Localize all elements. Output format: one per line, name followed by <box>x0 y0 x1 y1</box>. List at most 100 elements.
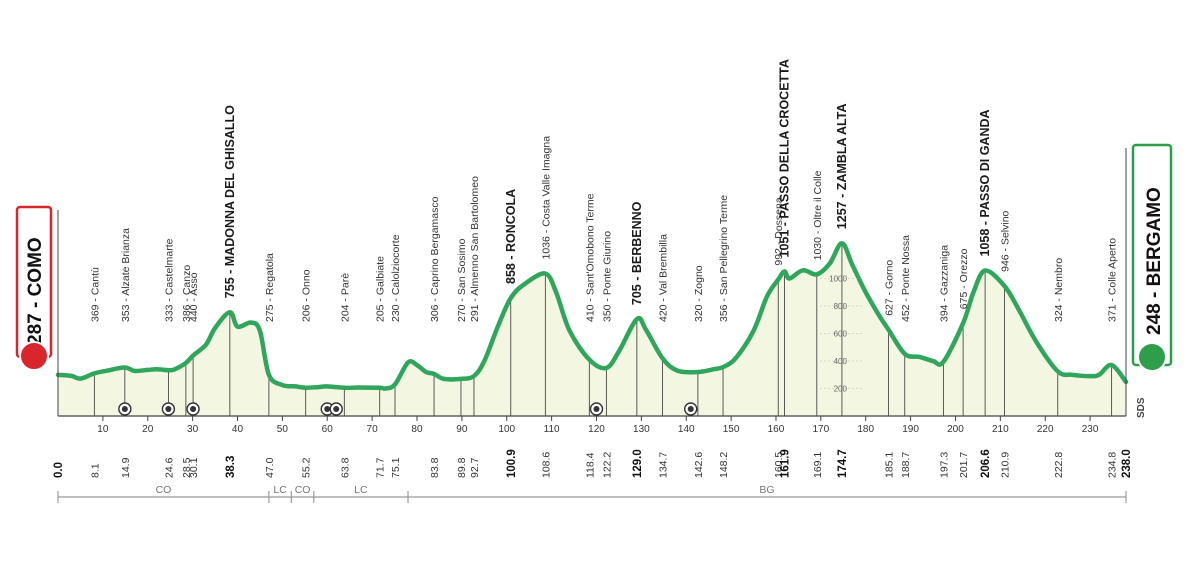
axis-tick-label-190: 190 <box>902 424 919 435</box>
waypoint-label-16: 410 - Sant'Omobono Terme <box>584 193 596 322</box>
start-bike-icon <box>19 341 49 371</box>
waypoint-label-0: 369 - Cantù <box>89 267 101 322</box>
axis-tick-label-120: 120 <box>588 424 605 435</box>
waypoint-km-22: 160.5 <box>773 452 785 478</box>
province-label-4: BG <box>759 484 774 496</box>
axis-tick-label-110: 110 <box>544 424 560 435</box>
axis-tick-label-230: 230 <box>1082 424 1099 435</box>
waypoint-label-26: 627 - Gorno <box>884 260 896 316</box>
waypoint-km-1: 14.9 <box>120 457 132 478</box>
waypoint-km-13: 92.7 <box>469 457 481 478</box>
waypoint-km-23: 161.9 <box>780 449 792 478</box>
waypoint-label-4: 440 - Asso <box>188 272 200 322</box>
intermediate-markers <box>118 402 698 416</box>
waypoint-label-17: 350 - Ponte Giurino <box>601 231 613 322</box>
waypoint-km-27: 188.7 <box>900 452 912 478</box>
axis-tick-label-40: 40 <box>232 424 244 435</box>
waypoint-label-1: 353 - Alzate Brianza <box>120 228 132 322</box>
waypoint-km-31: 210.9 <box>999 452 1011 478</box>
waypoint-label-12: 270 - San Sosimo <box>456 238 468 322</box>
distance-axis: 10 20 30 40 50 60 70 80 90 100 110 120 130 140 150 160 1… <box>58 415 1126 435</box>
marker-dot-0 <box>121 406 128 412</box>
province-bar: CO LC CO LC BG <box>57 484 1127 503</box>
altitude-scale-label-600: 600 <box>834 330 848 339</box>
waypoint-guide-layer <box>93 245 1113 416</box>
axis-tick-label-10: 10 <box>97 424 109 435</box>
waypoint-label-15: 1036 - Costa Valle Imagna <box>540 136 552 260</box>
axis-tick-label-20: 20 <box>142 424 154 435</box>
altitude-scale-label-800: 800 <box>834 302 848 311</box>
waypoint-label-31: 946 - Selvino <box>999 210 1011 271</box>
axis-tick-label-70: 70 <box>367 424 379 435</box>
waypoint-label-3: 386 - Canzo <box>181 265 193 322</box>
finish-bike-icon <box>1137 342 1167 372</box>
waypoint-label-20: 320 - Zogno <box>693 265 705 322</box>
finish-km: 238.0 <box>1121 449 1133 478</box>
altitude-scale: 200 400 600 800 1000 <box>819 275 862 394</box>
waypoint-km-labels: 8.1 14.9 24.6 28.530.1 38.3 47.0 55.2 63.8 71.7 7… <box>53 449 1133 478</box>
profile-area <box>58 243 1126 416</box>
axis-tick-label-200: 200 <box>947 424 964 435</box>
axis-tick-label-130: 130 <box>633 424 650 435</box>
axis-tick-label-60: 60 <box>322 424 334 435</box>
waypoint-km-24: 169.1 <box>812 452 824 478</box>
waypoint-km-5: 38.3 <box>225 456 237 478</box>
waypoint-km-30: 206.6 <box>980 449 992 478</box>
waypoint-label-7: 206 - Onno <box>301 269 313 322</box>
watermark-label: SDS <box>1136 397 1147 418</box>
province-label-3: LC <box>354 484 368 496</box>
waypoint-label-30: 1058 - PASSO DI GANDA <box>978 109 992 256</box>
marker-dot-3 <box>324 406 331 412</box>
waypoint-km-20: 142.6 <box>693 452 705 478</box>
waypoint-label-10: 230 - Calolziocorte <box>390 234 402 322</box>
waypoint-km-2: 24.6 <box>163 457 175 478</box>
province-label-1: LC <box>273 484 287 496</box>
waypoint-label-13: 291 - Almenno San Bartolomeo <box>469 176 481 322</box>
waypoint-labels: 369 - Cantù 353 - Alzate Brianza 333 - Cas… <box>89 59 1118 322</box>
waypoint-km-6: 47.0 <box>264 457 276 478</box>
marker-dot-6 <box>687 406 694 412</box>
axis-tick-label-160: 160 <box>768 424 785 435</box>
waypoint-km-8: 63.8 <box>339 457 351 478</box>
waypoint-km-17: 122.2 <box>601 452 613 478</box>
axis-tick-label-80: 80 <box>411 424 423 435</box>
waypoint-km-29: 201.7 <box>958 452 970 478</box>
start-label: 287 - COMO <box>25 237 46 345</box>
waypoint-label-28: 394 - Gazzaniga <box>938 245 950 322</box>
waypoint-km-7: 55.2 <box>301 457 313 478</box>
axis-tick-label-150: 150 <box>723 424 740 435</box>
marker-dot-2 <box>190 406 197 412</box>
waypoint-km-11: 83.8 <box>429 457 441 478</box>
axis-tick-label-90: 90 <box>456 424 468 435</box>
waypoint-km-14: 100.9 <box>506 449 518 478</box>
altitude-scale-label-400: 400 <box>834 357 848 366</box>
waypoint-label-9: 205 - Galbiate <box>375 256 387 322</box>
marker-dot-4 <box>333 406 340 412</box>
waypoint-km-19: 134.7 <box>658 452 670 478</box>
altitude-scale-label-1000: 1000 <box>829 275 847 284</box>
waypoint-km-15: 108.6 <box>540 452 552 478</box>
waypoint-label-6: 275 - Regatola <box>264 253 276 322</box>
province-label-2: CO <box>295 484 311 496</box>
province-label-0: CO <box>156 484 172 496</box>
waypoint-km-33: 234.8 <box>1107 452 1119 478</box>
waypoint-label-8: 204 - Parè <box>339 273 351 322</box>
waypoint-label-23: 1051 - PASSO DELLA CROCETTA <box>778 59 792 257</box>
waypoint-label-33: 371 - Colle Aperto <box>1107 238 1119 322</box>
axis-tick-label-30: 30 <box>187 424 199 435</box>
waypoint-label-29: 675 - Orezzo <box>958 248 970 309</box>
finish-label: 248 - BERGAMO <box>1144 187 1165 335</box>
waypoint-km-28: 197.3 <box>938 452 950 478</box>
marker-dot-5 <box>593 406 600 412</box>
axis-tick-label-220: 220 <box>1037 424 1054 435</box>
waypoint-label-18: 705 - BERBENNO <box>630 201 644 305</box>
waypoint-label-27: 452 - Ponte Nossa <box>900 235 912 322</box>
waypoint-label-21: 356 - San Pellegrino Terme <box>718 195 730 322</box>
altitude-scale-label-200: 200 <box>834 385 848 394</box>
waypoint-label-24: 1030 - Oltre il Colle <box>812 170 824 260</box>
start-km: 0.0 <box>53 462 65 478</box>
waypoint-km-16: 118.4 <box>584 452 596 478</box>
waypoint-label-14: 858 - RONCOLA <box>504 189 518 284</box>
